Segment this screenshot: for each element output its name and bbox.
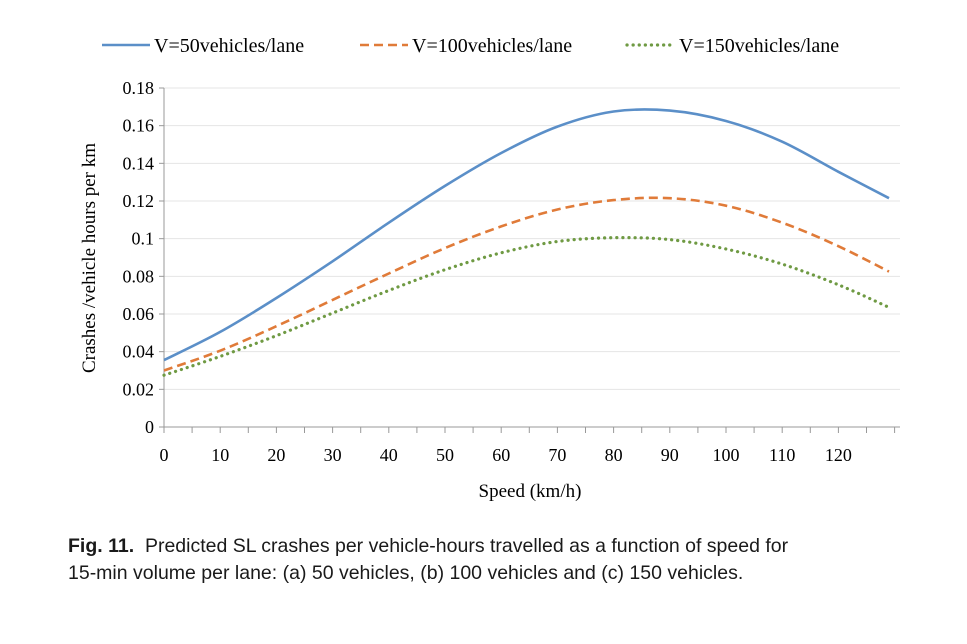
series-lines	[162, 108, 891, 377]
y-tick-label: 0.16	[123, 116, 155, 136]
x-axis-label: Speed (km/h)	[479, 481, 582, 502]
x-tick-label: 120	[825, 445, 852, 465]
y-axis-label: Crashes /vehicle hours per km	[79, 143, 100, 373]
y-tick-label: 0.14	[123, 153, 155, 173]
y-tick-label: 0.06	[123, 304, 155, 324]
y-tick-label: 0.08	[123, 266, 155, 286]
legend-label-3: V=150vehicles/lane	[679, 35, 839, 57]
x-tick-label: 70	[548, 445, 566, 465]
gridlines	[164, 87, 900, 390]
axes: 0 0.02 0.04 0.06 0.08 0.1 0.12 0.14 0.16 0.18 0 10 2…	[123, 78, 900, 465]
x-tick-label: 20	[267, 445, 285, 465]
x-tick-label: 0	[160, 445, 169, 465]
x-tick-label: 110	[769, 445, 795, 465]
series-line-2	[163, 196, 890, 372]
legend: V=50vehicles/lane V=100vehicles/lane V=150…	[102, 35, 839, 57]
series-line-3	[162, 236, 891, 377]
caption-figure-label: Fig. 11.	[68, 535, 135, 557]
x-tick-label: 10	[211, 445, 229, 465]
y-tick-label: 0.04	[123, 342, 155, 362]
y-tick-label: 0.1	[132, 229, 155, 249]
x-tick-label: 50	[436, 445, 454, 465]
caption-line-2: 15-min volume per lane: (a) 50 vehicles,…	[68, 562, 744, 584]
y-tick-label: 0.12	[123, 191, 155, 211]
line-chart: 0 0.02 0.04 0.06 0.08 0.1 0.12 0.14 0.16 0.18 0 10 2…	[79, 35, 900, 502]
caption-line-1: Predicted SL crashes per vehicle-hours t…	[144, 535, 789, 557]
legend-label-1: V=50vehicles/lane	[154, 35, 304, 57]
series-line-1	[163, 108, 890, 362]
legend-label-2: V=100vehicles/lane	[412, 35, 572, 57]
y-tick-label: 0.02	[123, 379, 155, 399]
x-tick-label: 40	[380, 445, 398, 465]
x-tick-label: 100	[713, 445, 740, 465]
y-tick-label: 0	[145, 417, 154, 437]
y-tick-label: 0.18	[123, 78, 155, 98]
figure-caption: Fig. 11. Predicted SL crashes per vehicl…	[68, 533, 948, 587]
x-tick-label: 60	[492, 445, 510, 465]
x-tick-label: 80	[605, 445, 623, 465]
x-tick-label: 90	[661, 445, 679, 465]
x-tick-label: 30	[324, 445, 342, 465]
